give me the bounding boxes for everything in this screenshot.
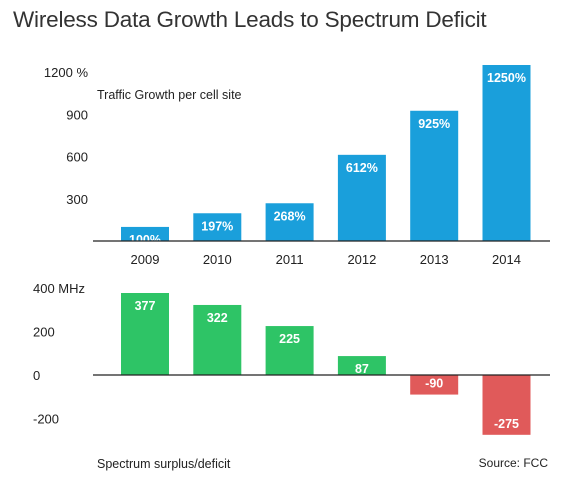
y-tick-label: 300: [66, 192, 88, 207]
x-tick-label: 2013: [420, 252, 449, 267]
data-label: 225: [279, 332, 300, 346]
growth-bar: [410, 110, 459, 241]
y-tick-label: 0: [33, 368, 40, 383]
y-tick-label: 1200 %: [44, 65, 89, 80]
y-tick-label: 600: [66, 150, 88, 165]
x-tick-label: 2009: [131, 252, 160, 267]
data-label: 322: [207, 311, 228, 325]
source-note: Source: FCC: [479, 456, 549, 470]
surplus-bar: [121, 293, 169, 375]
data-label: -275: [494, 417, 519, 431]
data-label: 925%: [418, 117, 450, 131]
data-label: 612%: [346, 161, 378, 175]
y-tick-label: 200: [33, 324, 55, 339]
x-tick-label: 2011: [276, 252, 304, 267]
y-tick-label: 900: [66, 107, 88, 122]
growth-bar: [482, 65, 531, 241]
y-axis-label: Spectrum surplus/deficit: [97, 457, 231, 471]
growth-bar: [265, 203, 314, 241]
x-tick-label: 2012: [347, 252, 376, 267]
data-label: 377: [135, 299, 156, 313]
data-label: 1250%: [487, 71, 526, 85]
data-label: 100%: [129, 233, 161, 247]
chart-title: Wireless Data Growth Leads to Spectrum D…: [13, 7, 487, 32]
growth-bar: [121, 226, 169, 241]
y-tick-label: 400 MHz: [33, 281, 85, 296]
data-label: 268%: [274, 209, 306, 223]
data-label: 87: [355, 362, 369, 376]
surplus-bar: [337, 356, 386, 375]
surplus-bar: [265, 326, 314, 375]
data-label: -90: [425, 377, 443, 391]
x-tick-label: 2014: [492, 252, 521, 267]
surplus-bar: [193, 304, 242, 375]
growth-bar: [337, 154, 386, 241]
deficit-bar: [482, 375, 531, 435]
deficit-bar: [410, 375, 459, 395]
x-tick-label: 2010: [203, 252, 232, 267]
y-tick-label: -200: [33, 412, 59, 427]
data-label: 197%: [201, 219, 233, 233]
y-axis-label: Traffic Growth per cell site: [97, 88, 242, 102]
growth-bar: [193, 213, 242, 241]
